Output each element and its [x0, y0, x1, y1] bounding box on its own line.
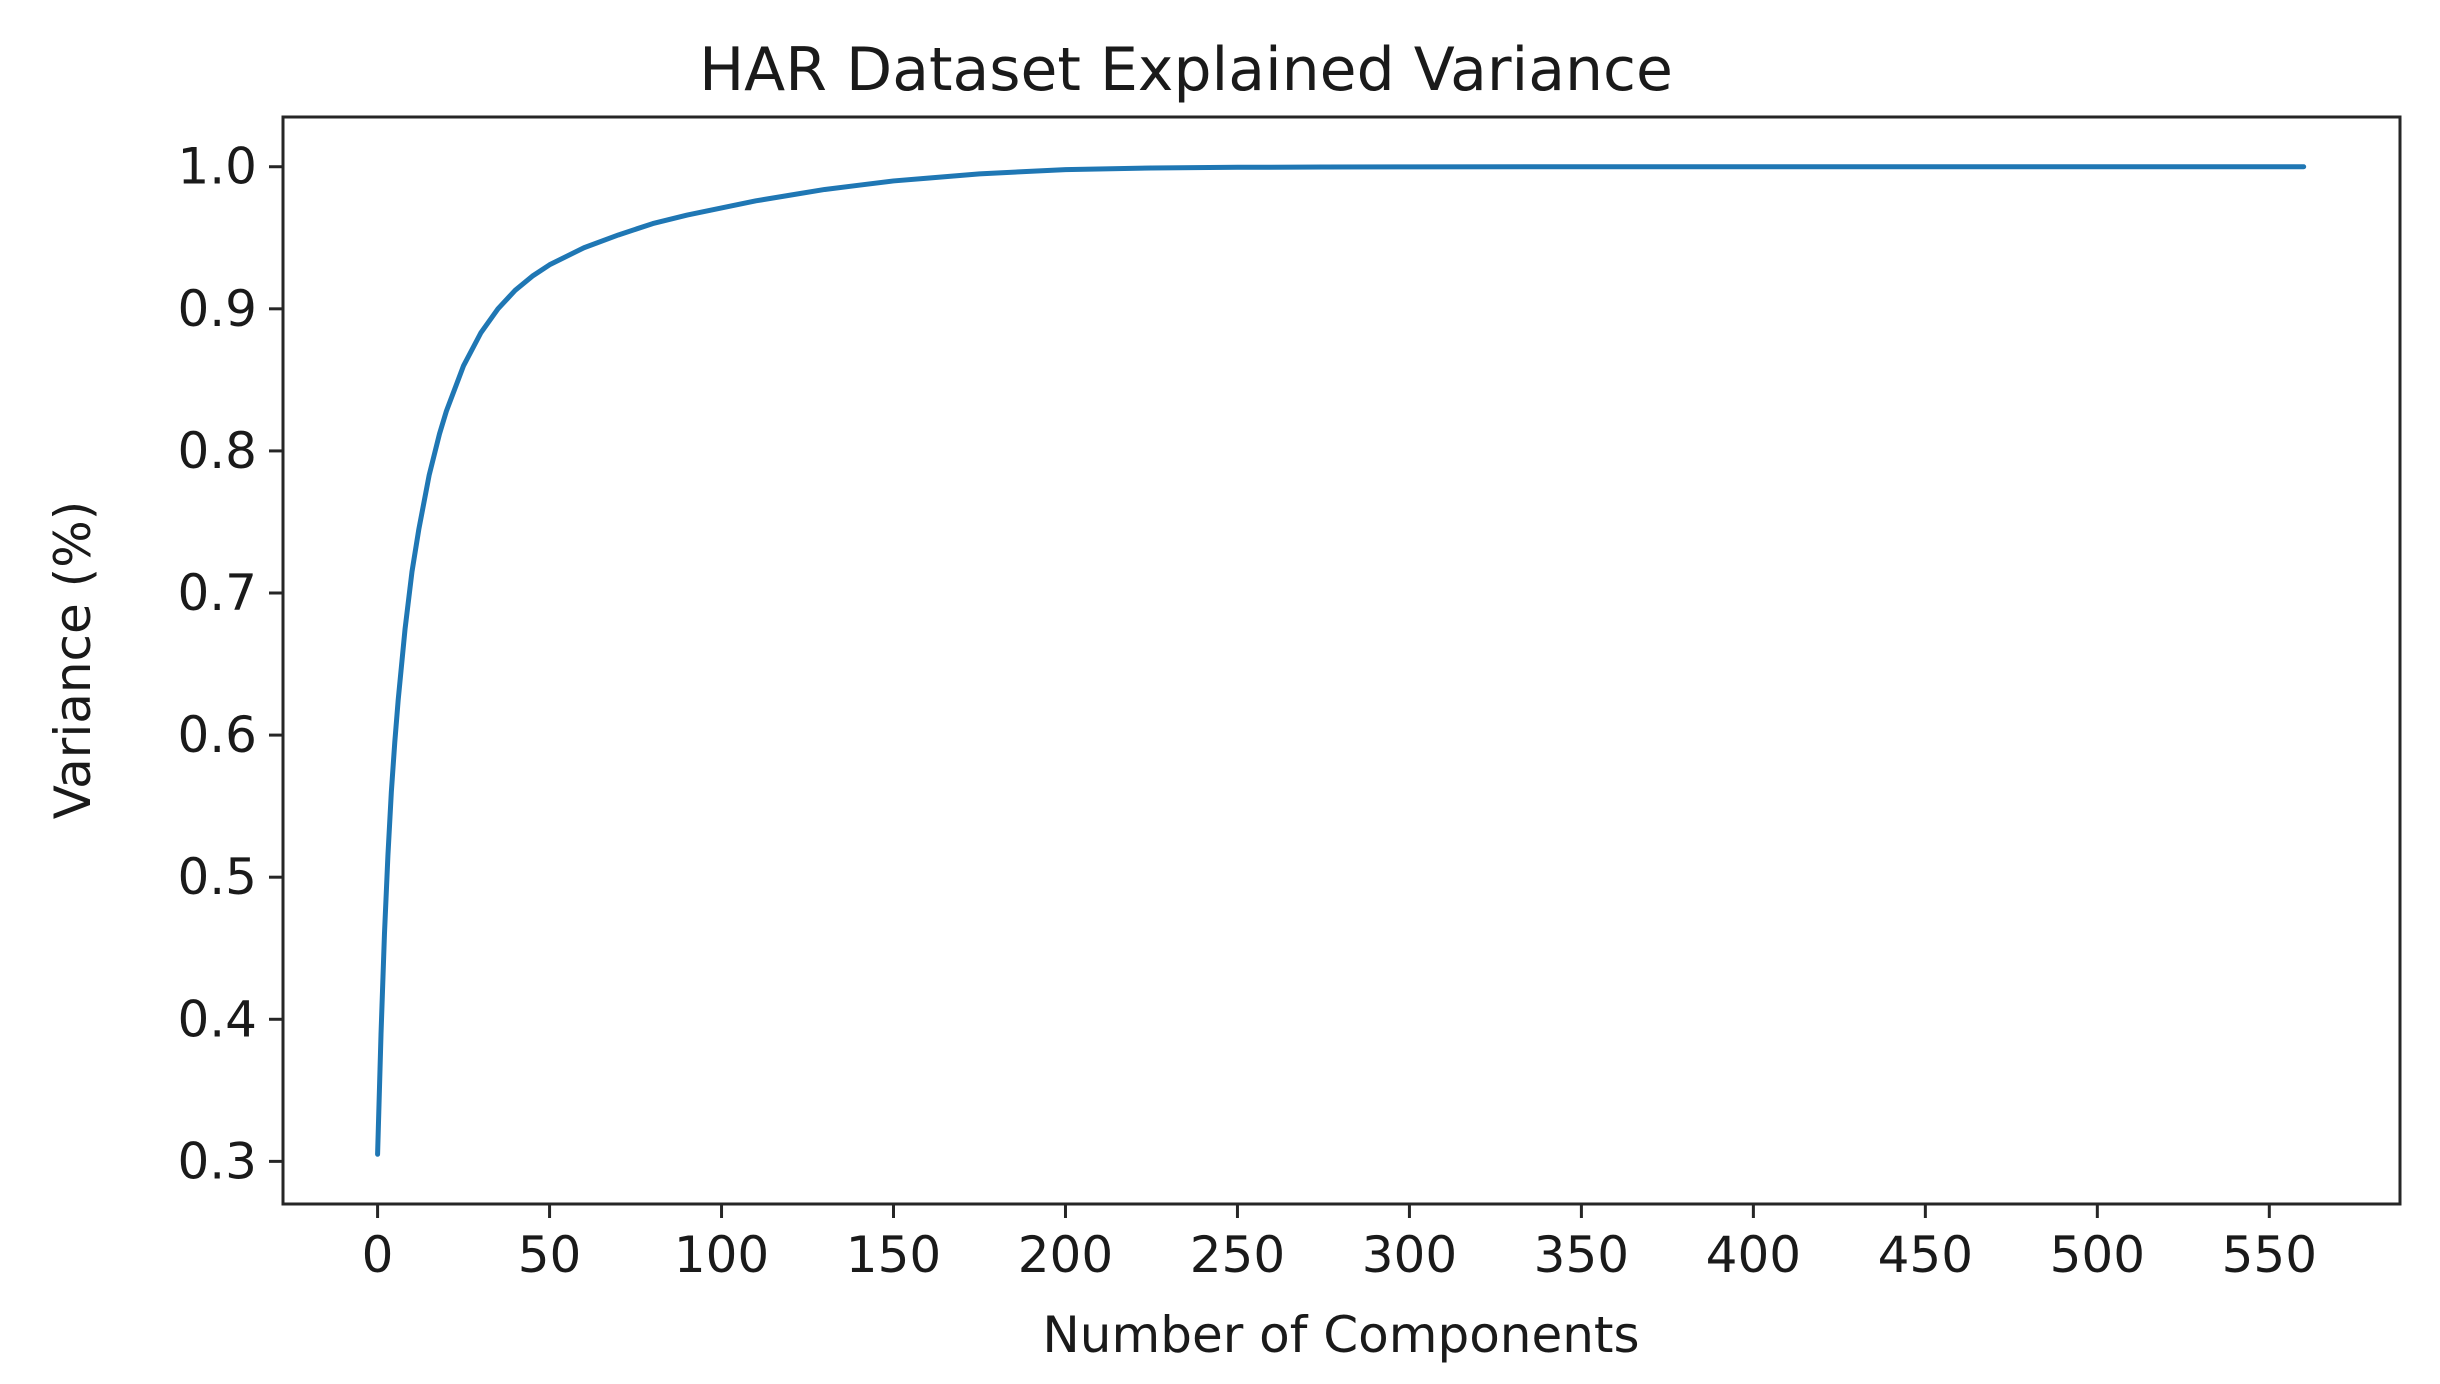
x-axis-label: Number of Components [1042, 1306, 1639, 1364]
x-tick-label: 550 [2222, 1226, 2317, 1284]
x-tick-label: 100 [674, 1226, 769, 1284]
x-tick-label: 200 [1018, 1226, 1113, 1284]
x-tick-label: 450 [1878, 1226, 1973, 1284]
y-tick-label: 0.3 [177, 1132, 257, 1190]
y-tick-label: 0.4 [177, 990, 257, 1048]
plot-frame [281, 115, 2402, 1206]
series-line [375, 164, 2307, 1157]
x-axis-ticks: 0 50 100 150 200 250 300 350 400 450 500 550 [362, 1204, 2317, 1284]
chart-title: HAR Dataset Explained Variance [699, 35, 1673, 105]
x-tick-label: 50 [518, 1226, 582, 1284]
x-tick-label: 250 [1190, 1226, 1285, 1284]
y-axis-ticks: 0.3 0.4 0.5 0.6 0.7 0.8 0.9 1.0 [177, 138, 283, 1190]
x-tick-label: 400 [1706, 1226, 1801, 1284]
y-tick-label: 0.8 [177, 422, 257, 480]
x-tick-label: 300 [1362, 1226, 1457, 1284]
y-tick-label: 0.6 [177, 706, 257, 764]
y-tick-label: 0.5 [177, 848, 257, 906]
x-tick-label: 350 [1534, 1226, 1629, 1284]
y-tick-label: 1.0 [177, 138, 257, 196]
x-tick-label: 150 [846, 1226, 941, 1284]
y-tick-label: 0.9 [177, 280, 257, 338]
x-tick-label: 0 [362, 1226, 394, 1284]
x-tick-label: 500 [2050, 1226, 2145, 1284]
y-tick-label: 0.7 [177, 564, 257, 622]
y-axis-label: Variance (%) [44, 501, 102, 819]
